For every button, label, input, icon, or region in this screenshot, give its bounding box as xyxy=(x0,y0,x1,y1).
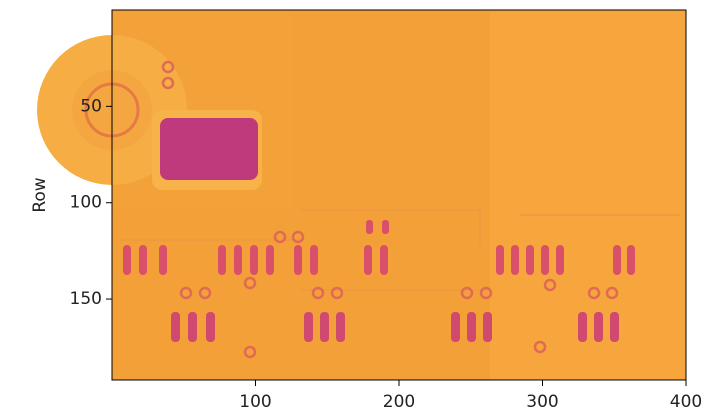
x-tick-label: 300 xyxy=(526,392,558,412)
x-tick-label: 400 xyxy=(670,392,702,412)
x-tick-label: 100 xyxy=(239,392,271,412)
image xyxy=(37,10,686,380)
y-tick-label: 150 xyxy=(70,289,102,309)
y-axis-label: Row xyxy=(30,177,50,212)
y-tick-label: 100 xyxy=(70,193,102,213)
x-tick-label: 200 xyxy=(383,392,415,412)
y-tick-label: 50 xyxy=(80,96,102,116)
